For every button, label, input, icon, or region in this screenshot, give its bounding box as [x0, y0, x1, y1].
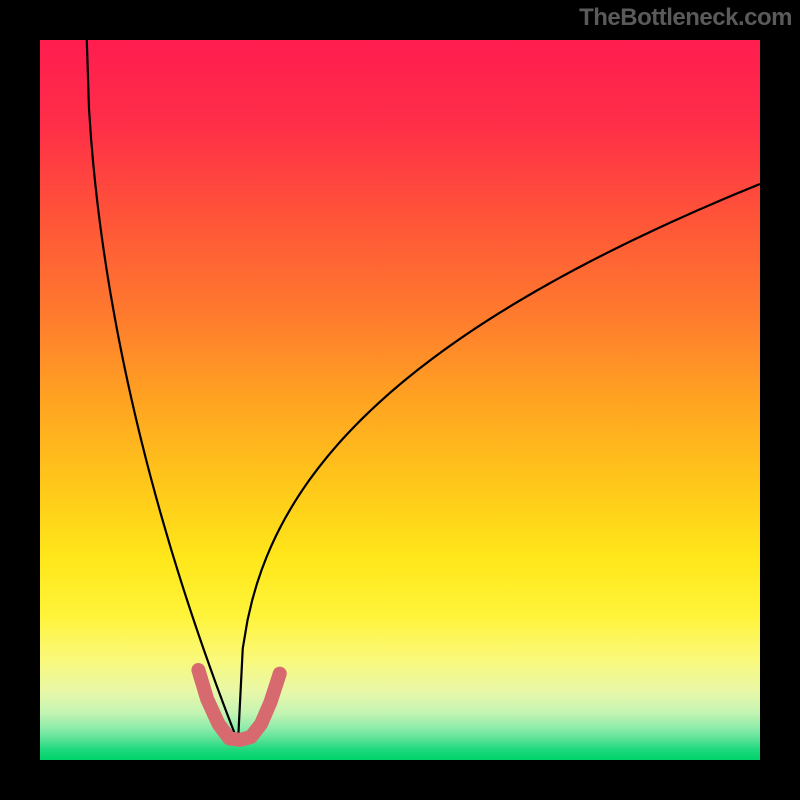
bottleneck-curve [87, 40, 760, 742]
plot-area [40, 40, 760, 760]
chart-frame: TheBottleneck.com [0, 0, 800, 800]
curve-layer [40, 40, 760, 760]
watermark-text: TheBottleneck.com [579, 4, 792, 32]
